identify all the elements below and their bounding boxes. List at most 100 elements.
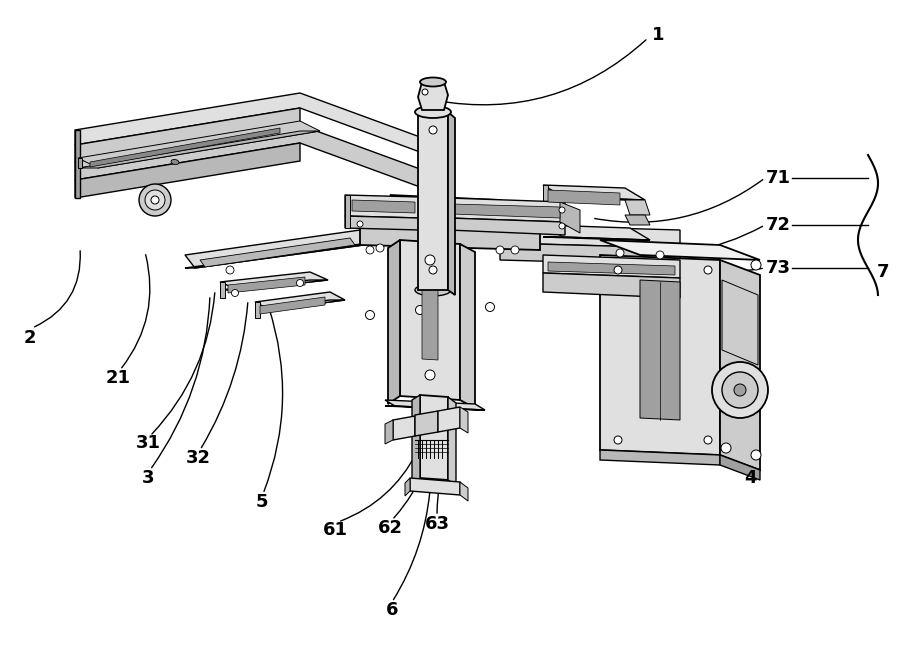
Circle shape bbox=[496, 246, 504, 254]
Circle shape bbox=[616, 249, 624, 257]
Polygon shape bbox=[365, 212, 420, 225]
Polygon shape bbox=[543, 237, 650, 240]
Polygon shape bbox=[385, 406, 485, 410]
Polygon shape bbox=[393, 416, 415, 440]
Circle shape bbox=[425, 370, 435, 380]
Ellipse shape bbox=[415, 106, 451, 118]
Text: 4: 4 bbox=[743, 469, 756, 487]
Circle shape bbox=[712, 362, 768, 418]
Polygon shape bbox=[388, 240, 400, 404]
Polygon shape bbox=[640, 280, 680, 420]
Circle shape bbox=[357, 221, 363, 227]
Polygon shape bbox=[448, 218, 565, 235]
Polygon shape bbox=[448, 397, 456, 486]
Polygon shape bbox=[352, 200, 415, 213]
Ellipse shape bbox=[415, 284, 451, 296]
Text: 7: 7 bbox=[876, 263, 889, 281]
Polygon shape bbox=[228, 277, 305, 293]
Circle shape bbox=[704, 436, 712, 444]
Polygon shape bbox=[422, 285, 438, 360]
Text: 21: 21 bbox=[106, 369, 130, 387]
Text: 61: 61 bbox=[322, 521, 348, 539]
Polygon shape bbox=[345, 195, 350, 228]
Polygon shape bbox=[418, 112, 448, 290]
Text: 2: 2 bbox=[24, 329, 36, 347]
Text: 32: 32 bbox=[186, 449, 210, 467]
Circle shape bbox=[721, 443, 731, 453]
Polygon shape bbox=[185, 225, 415, 268]
Text: 62: 62 bbox=[378, 519, 402, 537]
Ellipse shape bbox=[420, 78, 446, 87]
Polygon shape bbox=[448, 198, 565, 222]
Circle shape bbox=[656, 251, 664, 259]
Polygon shape bbox=[405, 478, 410, 496]
Circle shape bbox=[751, 450, 761, 460]
Circle shape bbox=[366, 246, 374, 254]
Text: 5: 5 bbox=[256, 493, 268, 511]
Polygon shape bbox=[78, 158, 82, 168]
Polygon shape bbox=[448, 112, 455, 295]
Polygon shape bbox=[412, 395, 420, 483]
Circle shape bbox=[704, 266, 712, 274]
Polygon shape bbox=[75, 108, 300, 162]
Polygon shape bbox=[390, 208, 515, 213]
Polygon shape bbox=[78, 121, 320, 168]
Polygon shape bbox=[625, 200, 650, 215]
Polygon shape bbox=[420, 395, 448, 480]
Polygon shape bbox=[452, 204, 560, 218]
Circle shape bbox=[559, 207, 565, 213]
Polygon shape bbox=[75, 93, 450, 163]
Circle shape bbox=[422, 89, 428, 95]
Polygon shape bbox=[385, 420, 393, 444]
Circle shape bbox=[614, 436, 622, 444]
Polygon shape bbox=[260, 297, 325, 314]
Polygon shape bbox=[90, 128, 280, 167]
Polygon shape bbox=[543, 185, 645, 200]
Polygon shape bbox=[200, 238, 355, 267]
Polygon shape bbox=[600, 240, 760, 260]
Circle shape bbox=[751, 260, 761, 270]
Polygon shape bbox=[75, 130, 80, 198]
Polygon shape bbox=[400, 240, 460, 400]
Circle shape bbox=[425, 255, 435, 265]
Polygon shape bbox=[220, 282, 225, 298]
Circle shape bbox=[145, 190, 165, 210]
Polygon shape bbox=[543, 197, 645, 200]
Text: 71: 71 bbox=[765, 169, 791, 187]
Polygon shape bbox=[345, 216, 420, 230]
Polygon shape bbox=[255, 302, 260, 318]
Polygon shape bbox=[410, 478, 460, 495]
Circle shape bbox=[486, 303, 494, 311]
Polygon shape bbox=[460, 244, 475, 408]
Polygon shape bbox=[543, 273, 680, 298]
Polygon shape bbox=[720, 455, 760, 480]
Circle shape bbox=[376, 244, 384, 252]
Circle shape bbox=[429, 126, 437, 134]
Polygon shape bbox=[460, 482, 468, 501]
Polygon shape bbox=[75, 143, 300, 198]
Circle shape bbox=[559, 223, 565, 229]
Text: 63: 63 bbox=[424, 515, 450, 533]
Polygon shape bbox=[543, 255, 680, 278]
Polygon shape bbox=[345, 195, 420, 218]
Polygon shape bbox=[390, 195, 515, 213]
Polygon shape bbox=[415, 411, 438, 436]
Circle shape bbox=[226, 266, 234, 274]
Polygon shape bbox=[600, 255, 720, 455]
Polygon shape bbox=[465, 214, 535, 228]
Text: 6: 6 bbox=[386, 601, 399, 619]
Polygon shape bbox=[720, 260, 760, 470]
Polygon shape bbox=[255, 300, 345, 310]
Circle shape bbox=[614, 266, 622, 274]
Polygon shape bbox=[360, 227, 540, 250]
Polygon shape bbox=[500, 225, 680, 248]
Text: 72: 72 bbox=[765, 216, 791, 234]
Circle shape bbox=[366, 311, 375, 320]
Circle shape bbox=[722, 372, 758, 408]
Polygon shape bbox=[220, 272, 328, 290]
Polygon shape bbox=[625, 215, 650, 225]
Text: 73: 73 bbox=[765, 259, 791, 277]
Polygon shape bbox=[600, 450, 720, 465]
Polygon shape bbox=[255, 292, 345, 310]
Circle shape bbox=[429, 266, 437, 274]
